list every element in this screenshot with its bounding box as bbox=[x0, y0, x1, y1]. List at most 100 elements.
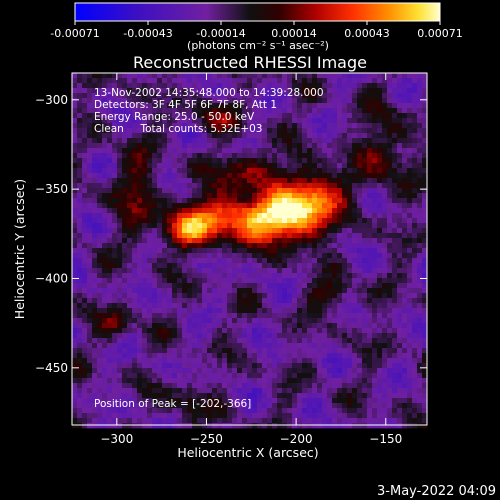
heatmap-pixel bbox=[292, 98, 298, 104]
heatmap-pixel bbox=[377, 378, 383, 384]
heatmap-pixel bbox=[72, 128, 78, 134]
heatmap-pixel bbox=[277, 73, 283, 79]
heatmap-pixel bbox=[277, 328, 283, 334]
heatmap-pixel bbox=[352, 298, 358, 304]
heatmap-pixel bbox=[242, 338, 248, 344]
heatmap-pixel bbox=[332, 73, 338, 79]
heatmap-pixel bbox=[147, 338, 153, 344]
heatmap-pixel bbox=[267, 118, 273, 124]
heatmap-pixel bbox=[367, 118, 373, 124]
heatmap-pixel bbox=[272, 213, 278, 219]
heatmap-pixel bbox=[347, 238, 353, 244]
heatmap-pixel bbox=[422, 203, 428, 209]
heatmap-pixel bbox=[292, 73, 298, 79]
heatmap-pixel bbox=[417, 168, 423, 174]
heatmap-pixel bbox=[402, 383, 408, 389]
heatmap-pixel bbox=[212, 408, 218, 414]
heatmap-pixel bbox=[107, 88, 113, 94]
heatmap-pixel bbox=[422, 243, 428, 249]
heatmap-pixel bbox=[402, 148, 408, 154]
heatmap-pixel bbox=[382, 163, 388, 169]
heatmap-pixel bbox=[197, 133, 203, 139]
heatmap-pixel bbox=[112, 208, 118, 214]
heatmap-pixel bbox=[227, 358, 233, 364]
heatmap-pixel bbox=[237, 203, 243, 209]
heatmap-pixel bbox=[102, 193, 108, 199]
heatmap-pixel bbox=[332, 198, 338, 204]
heatmap-pixel bbox=[327, 313, 333, 319]
heatmap-pixel bbox=[232, 143, 238, 149]
heatmap-pixel bbox=[202, 193, 208, 199]
heatmap-pixel bbox=[242, 413, 248, 419]
heatmap-pixel bbox=[97, 178, 103, 184]
heatmap-pixel bbox=[422, 198, 428, 204]
heatmap-pixel bbox=[337, 348, 343, 354]
heatmap-pixel bbox=[162, 163, 168, 169]
heatmap-pixel bbox=[377, 368, 383, 374]
heatmap-pixel bbox=[357, 243, 363, 249]
heatmap-pixel bbox=[132, 353, 138, 359]
heatmap-pixel bbox=[417, 253, 423, 259]
heatmap-pixel bbox=[97, 83, 103, 89]
heatmap-pixel bbox=[307, 348, 313, 354]
heatmap-pixel bbox=[127, 278, 133, 284]
heatmap-pixel bbox=[237, 88, 243, 94]
heatmap-pixel bbox=[287, 88, 293, 94]
heatmap-pixel bbox=[257, 203, 263, 209]
heatmap-pixel bbox=[272, 313, 278, 319]
heatmap-pixel bbox=[417, 268, 423, 274]
heatmap-pixel bbox=[162, 273, 168, 279]
heatmap-pixel bbox=[112, 318, 118, 324]
heatmap-pixel bbox=[202, 238, 208, 244]
heatmap-pixel bbox=[147, 343, 153, 349]
heatmap-pixel bbox=[92, 343, 98, 349]
heatmap-pixel bbox=[172, 343, 178, 349]
heatmap-pixel bbox=[302, 258, 308, 264]
heatmap-pixel bbox=[217, 303, 223, 309]
heatmap-pixel bbox=[152, 78, 158, 84]
heatmap-pixel bbox=[162, 78, 168, 84]
heatmap-pixel bbox=[147, 113, 153, 119]
heatmap-pixel bbox=[312, 208, 318, 214]
heatmap-pixel bbox=[222, 253, 228, 259]
heatmap-pixel bbox=[307, 118, 313, 124]
heatmap-pixel bbox=[92, 403, 98, 409]
heatmap-pixel bbox=[87, 398, 93, 404]
heatmap-pixel bbox=[242, 403, 248, 409]
heatmap-pixel bbox=[92, 213, 98, 219]
heatmap-pixel bbox=[307, 298, 313, 304]
heatmap-pixel bbox=[362, 168, 368, 174]
heatmap-pixel bbox=[387, 163, 393, 169]
heatmap-pixel bbox=[312, 188, 318, 194]
heatmap-pixel bbox=[132, 298, 138, 304]
heatmap-pixel bbox=[97, 298, 103, 304]
heatmap-pixel bbox=[392, 73, 398, 79]
heatmap-pixel bbox=[252, 363, 258, 369]
heatmap-pixel bbox=[177, 198, 183, 204]
heatmap-pixel bbox=[272, 378, 278, 384]
heatmap-pixel bbox=[287, 363, 293, 369]
heatmap-pixel bbox=[242, 138, 248, 144]
heatmap-pixel bbox=[377, 293, 383, 299]
heatmap-pixel bbox=[202, 413, 208, 419]
heatmap-pixel bbox=[337, 413, 343, 419]
heatmap-pixel bbox=[327, 123, 333, 129]
heatmap-pixel bbox=[217, 258, 223, 264]
heatmap-pixel bbox=[327, 268, 333, 274]
heatmap-pixel bbox=[312, 288, 318, 294]
heatmap-pixel bbox=[282, 213, 288, 219]
heatmap-pixel bbox=[257, 133, 263, 139]
heatmap-pixel bbox=[292, 388, 298, 394]
heatmap-pixel bbox=[247, 313, 253, 319]
heatmap-pixel bbox=[412, 148, 418, 154]
heatmap-pixel bbox=[92, 413, 98, 419]
heatmap-pixel bbox=[332, 203, 338, 209]
heatmap-pixel bbox=[347, 118, 353, 124]
heatmap-pixel bbox=[332, 208, 338, 214]
heatmap-pixel bbox=[197, 348, 203, 354]
heatmap-pixel bbox=[402, 88, 408, 94]
heatmap-pixel bbox=[167, 383, 173, 389]
heatmap-pixel bbox=[102, 98, 108, 104]
heatmap-pixel bbox=[387, 238, 393, 244]
heatmap-pixel bbox=[107, 413, 113, 419]
